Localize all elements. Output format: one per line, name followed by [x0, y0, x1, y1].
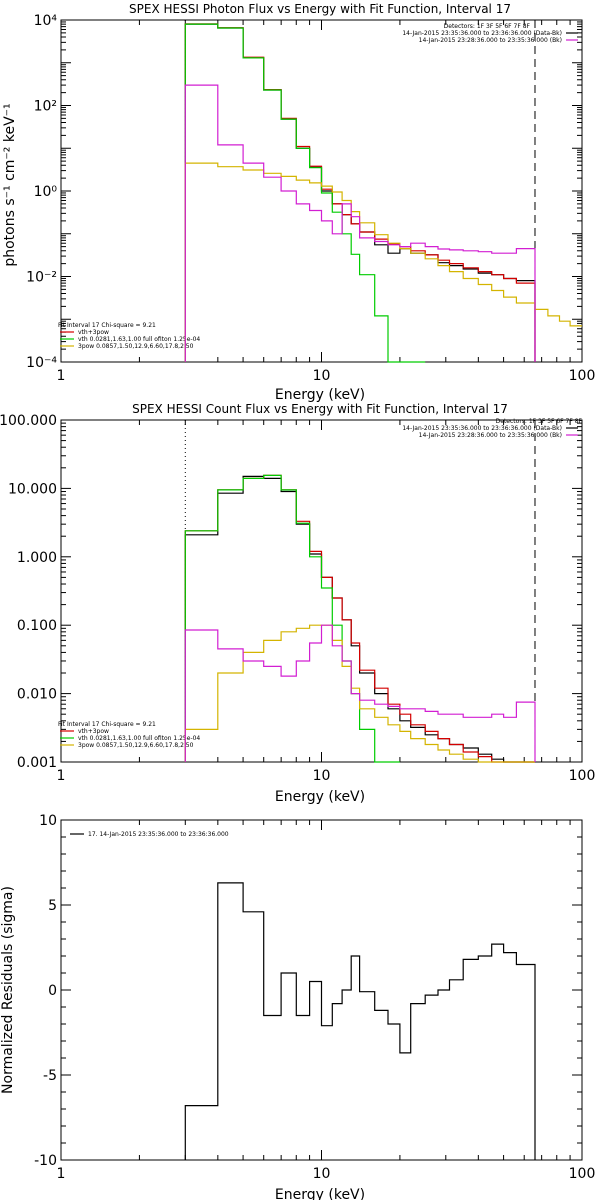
panel3-xtick-label: 10	[313, 1166, 331, 1182]
panel2-legend-3pow: 3pow 0.0857,1.50,12.9,6.60,17.8,2.50	[78, 742, 194, 749]
panel1-legend-vth: vth 0.0281,1.63,1.00 full ofiton 1.25e-0…	[78, 336, 200, 343]
panel1-ytick-label: 10⁰	[34, 184, 58, 200]
panel2-ytick-label: 0.001	[17, 755, 57, 771]
panel2-series-vth	[184, 474, 400, 763]
panel1-series-data-bk	[184, 23, 536, 362]
panel3-ytick-label: -10	[34, 1153, 57, 1169]
panel1-ylabel: photons s⁻¹ cm⁻² keV⁻¹	[2, 103, 18, 266]
panel3-ytick-label: 0	[48, 983, 57, 999]
panel1-series-vth	[184, 23, 426, 363]
panel2-series-bk	[184, 624, 536, 762]
panel2-ytick-label: 0.010	[17, 687, 57, 703]
panel2-xlabel: Energy (keV)	[275, 789, 365, 805]
panel3-ytick-label: 5	[48, 898, 57, 914]
panel1-xtick-label: 1	[57, 368, 66, 384]
panel2-xtick-label: 10	[313, 768, 331, 784]
panel1-legend-databk: 14-Jan-2015 23:35:36.000 to 23:36:36.000…	[402, 30, 562, 37]
panel3-series-17-14-jan-2015-23-35-36-000-to-23-36-36-000	[184, 882, 536, 1160]
panel1-legend-vthpow: vth+3pow	[78, 329, 109, 336]
panel2-ytick-label: 0.100	[17, 618, 57, 634]
panel3-ytick-label: 10	[39, 813, 57, 829]
panel2-legend-databk: 14-Jan-2015 23:35:36.000 to 23:36:36.000…	[402, 425, 562, 432]
panel1-series-vth-3pow	[184, 23, 536, 362]
panel1-ytick-label: 10⁴	[34, 13, 58, 29]
panel2-legend-bk: 14-Jan-2015 23:28:36.000 to 23:35:36.000…	[419, 432, 562, 439]
panel2-series-3pow	[184, 624, 535, 763]
panel2-title: SPEX HESSI Count Flux vs Energy with Fit…	[132, 402, 508, 416]
panel3-xlabel: Energy (keV)	[275, 1187, 365, 1200]
panel2-xtick-label: 100	[569, 768, 596, 784]
panel2-legend-vthpow: vth+3pow	[78, 728, 109, 735]
panel1-ytick-label: 10²	[34, 99, 57, 115]
panel1-legend-3pow: 3pow 0.0857,1.50,12.9,6.60,17.8,2.50	[78, 343, 194, 350]
panel3-ylabel: Normalized Residuals (sigma)	[0, 886, 16, 1094]
panel1-xtick-label: 100	[569, 368, 596, 384]
panel3-legend: 17. 14-Jan-2015 23:35:36.000 to 23:36:36…	[88, 831, 229, 838]
panel1-legend-fit: Fit Interval 17 Chi-square = 9.21	[58, 322, 156, 329]
panel1-series-3pow	[184, 162, 582, 362]
panel2-legend-fit: Fit Interval 17 Chi-square = 9.21	[58, 721, 156, 728]
panel1-xlabel: Energy (keV)	[275, 387, 365, 403]
panel2-legend-detectors: Detectors: 1F 3F 5F 6F 7F 8F	[496, 418, 583, 425]
panel1-ytick-label: 10⁻⁴	[26, 355, 57, 371]
panel3-xtick-label: 100	[569, 1166, 596, 1182]
panel2-frame	[60, 419, 583, 763]
panel3-ytick-label: -5	[43, 1068, 57, 1084]
panel1-title: SPEX HESSI Photon Flux vs Energy with Fi…	[129, 2, 511, 16]
panel1-legend-detectors: Detectors: 1F 3F 5F 6F 7F 8F	[444, 23, 531, 30]
panel2-ytick-label: 100.000	[0, 413, 57, 429]
panel1-ytick-label: 10⁻²	[26, 270, 57, 286]
panel1-series-bk	[184, 84, 536, 362]
panel2-legend-vth: vth 0.0281,1.63,1.00 full ofiton 1.25e-0…	[78, 735, 200, 742]
panel2-ytick-label: 1.000	[17, 550, 57, 566]
panel3-xtick-label: 1	[57, 1166, 66, 1182]
panel2-ytick-label: 10.000	[8, 481, 57, 497]
panel2-xtick-label: 1	[57, 768, 66, 784]
panel1-xtick-label: 10	[313, 368, 331, 384]
panel2-series-data-bk	[184, 475, 535, 763]
panel1-legend-bk: 14-Jan-2015 23:28:36.000 to 23:35:36.000…	[419, 37, 562, 44]
